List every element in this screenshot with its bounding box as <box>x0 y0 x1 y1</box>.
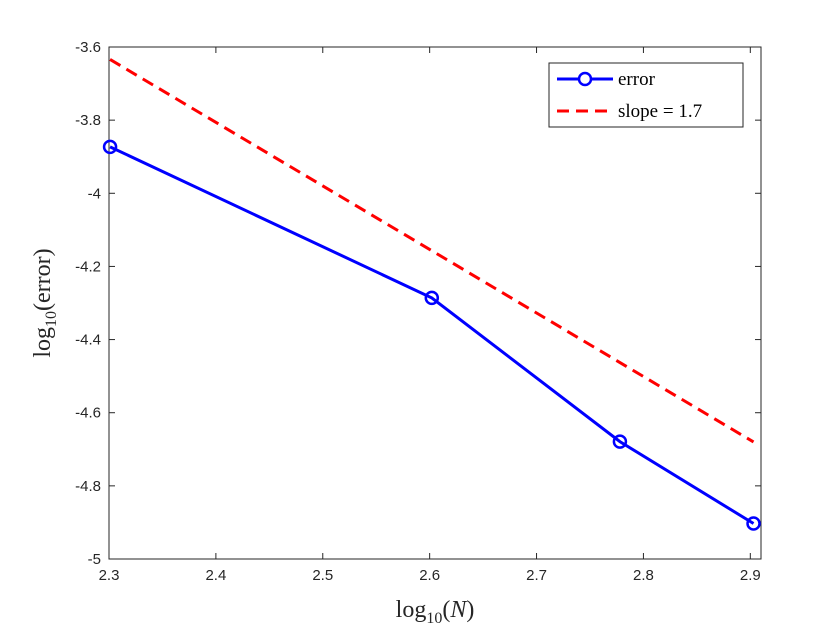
data-point-marker <box>424 290 440 306</box>
legend-label: slope = 1.7 <box>618 101 702 122</box>
x-axis-label: log10(N) <box>396 597 475 627</box>
legend-marker <box>577 71 593 87</box>
y-tick-label: -3.6 <box>75 39 101 56</box>
x-tick-label: 2.6 <box>419 567 440 584</box>
data-point-marker <box>612 434 628 449</box>
series-line <box>109 145 755 525</box>
x-tick-label: 2.7 <box>526 567 547 584</box>
x-tick-label: 2.5 <box>312 567 333 584</box>
legend: error slope = 1.7 <box>548 62 744 128</box>
y-tick-label: -5 <box>88 551 101 568</box>
y-axis-label: log10(error) <box>30 248 60 357</box>
y-tick-label: -4 <box>88 185 101 202</box>
x-tick-label: 2.3 <box>99 567 120 584</box>
y-tick-label: -3.8 <box>75 112 101 129</box>
x-tick-label: 2.8 <box>633 567 654 584</box>
legend-entries: error slope = 1.7 <box>557 69 702 122</box>
y-tick-label: -4.4 <box>75 332 101 349</box>
legend-label: error <box>618 69 656 90</box>
y-tick-label: -4.6 <box>75 405 101 422</box>
axis-ticks: 2.3 2.4 2.5 2.6 2.7 2.8 2.9 -3.6 -3.8 -4 -4.2 -4.4 -… <box>75 39 761 584</box>
y-tick-label: -4.8 <box>75 478 101 495</box>
x-tick-label: 2.9 <box>740 567 761 584</box>
series-line <box>109 58 755 444</box>
series-layer <box>102 58 761 531</box>
y-tick-label: -4.2 <box>75 258 101 275</box>
data-point-marker <box>102 139 118 155</box>
x-tick-label: 2.4 <box>205 567 226 584</box>
data-point-marker <box>746 516 761 531</box>
